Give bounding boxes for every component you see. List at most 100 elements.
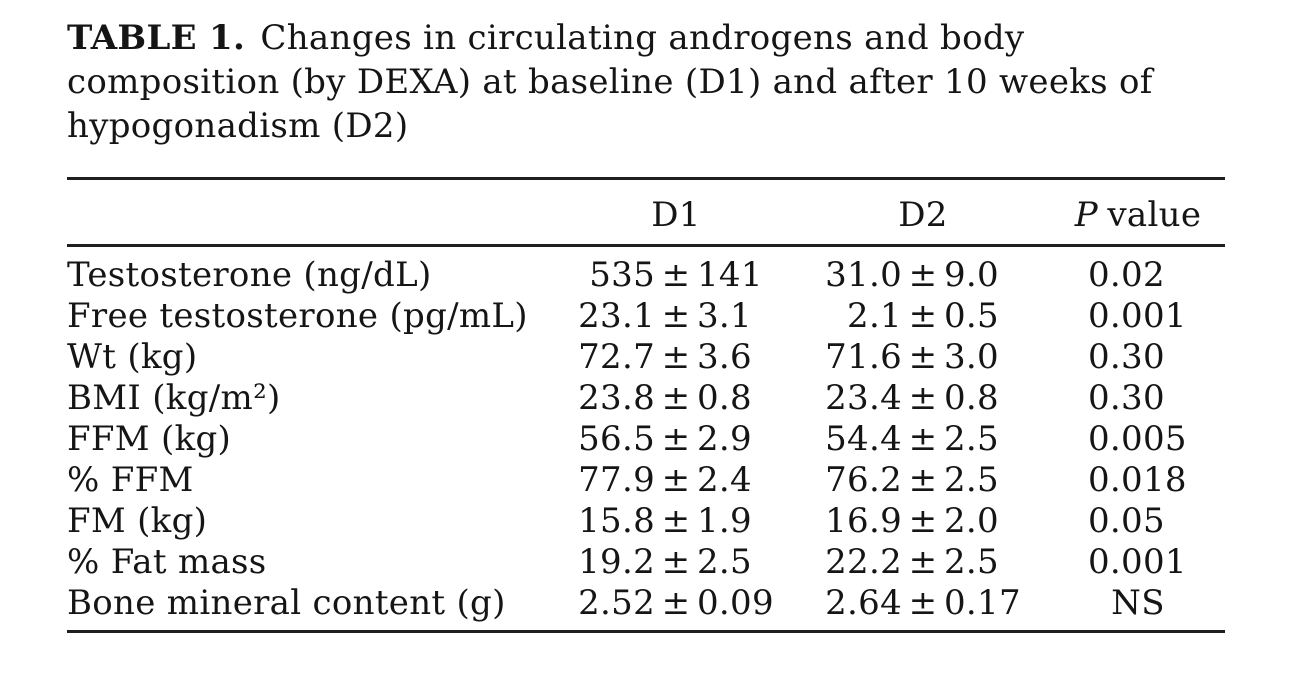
plus-minus-sign: ± (908, 336, 938, 377)
d1-sd: 2.4 (697, 459, 752, 500)
pvalue: 0.001 (1088, 541, 1187, 582)
d1-mean: 535 (589, 254, 655, 295)
pvalue: 0.018 (1088, 459, 1187, 500)
d2-sd: 2.0 (944, 500, 999, 541)
d2-sd: 2.5 (944, 459, 999, 500)
d1-mean: 72.7 (578, 336, 655, 377)
row-label: % Fat mass (67, 541, 267, 582)
plus-minus-sign: ± (661, 541, 691, 582)
d2-value-cell: 2.1 ±0.5 (795, 295, 1051, 336)
plus-minus-sign: ± (661, 418, 691, 459)
table-row: % FFM 77.9 ±2.4 76.2 ±2.5 0.018 (67, 459, 1225, 500)
caption-line-3: hypogonadism (D2) (67, 106, 409, 146)
d1-mean: 23.8 (578, 377, 655, 418)
pvalue-cell: 0.001 (1051, 541, 1225, 582)
d1-mean: 15.8 (578, 500, 655, 541)
pvalue: NS (1111, 582, 1165, 623)
d2-value-cell: 76.2 ±2.5 (795, 459, 1051, 500)
table-row: Bone mineral content (g) 2.52 ±0.09 2.64 ±… (67, 582, 1225, 630)
d2-mean: 16.9 (825, 500, 902, 541)
row-label: FFM (kg) (67, 418, 232, 459)
d2-mean: 54.4 (825, 418, 902, 459)
table-row: Free testosterone (pg/mL) 23.1 ±3.1 2.1 ±0… (67, 295, 1225, 336)
pvalue-cell: 0.001 (1051, 295, 1225, 336)
pvalue-cell: NS (1051, 582, 1225, 630)
d1-value-cell: 23.1 ±3.1 (557, 295, 795, 336)
plus-minus-sign: ± (661, 295, 691, 336)
d1-mean: 19.2 (578, 541, 655, 582)
d1-mean: 77.9 (578, 459, 655, 500)
table-row: FM (kg) 15.8 ±1.9 16.9 ±2.0 0.05 (67, 500, 1225, 541)
table-number-label: TABLE 1. (67, 18, 246, 58)
d2-sd: 2.5 (944, 541, 999, 582)
column-header-d2: D2 (795, 180, 1051, 247)
d1-sd: 3.6 (697, 336, 752, 377)
pvalue-cell: 0.018 (1051, 459, 1225, 500)
row-label: % FFM (67, 459, 194, 500)
d1-value-cell: 23.8 ±0.8 (557, 377, 795, 418)
pvalue-cell: 0.30 (1051, 377, 1225, 418)
caption-line-2: composition (by DEXA) at baseline (D1) a… (67, 62, 1153, 102)
d2-sd: 2.5 (944, 418, 999, 459)
table-row: BMI (kg/m²) 23.8 ±0.8 23.4 ±0.8 0.30 (67, 377, 1225, 418)
plus-minus-sign: ± (908, 500, 938, 541)
row-label: Testosterone (ng/dL) (67, 254, 432, 295)
d2-value-cell: 54.4 ±2.5 (795, 418, 1051, 459)
d1-sd: 0.8 (697, 377, 752, 418)
row-label: Bone mineral content (g) (67, 582, 506, 623)
plus-minus-sign: ± (661, 500, 691, 541)
pvalue: 0.02 (1088, 254, 1165, 295)
pvalue: 0.05 (1088, 500, 1165, 541)
plus-minus-sign: ± (661, 377, 691, 418)
d2-mean: 71.6 (825, 336, 902, 377)
table-row: % Fat mass 19.2 ±2.5 22.2 ±2.5 0.001 (67, 541, 1225, 582)
row-label: BMI (kg/m²) (67, 377, 281, 418)
pvalue: 0.30 (1088, 336, 1165, 377)
pvalue-cell: 0.30 (1051, 336, 1225, 377)
d2-mean: 22.2 (825, 541, 902, 582)
table-body: Testosterone (ng/dL) 535 ±141 31.0 ±9.0 0.… (67, 246, 1225, 631)
plus-minus-sign: ± (908, 377, 938, 418)
d2-mean: 2.1 (847, 295, 902, 336)
pvalue-cell: 0.02 (1051, 246, 1225, 296)
plus-minus-sign: ± (661, 459, 691, 500)
d2-sd: 3.0 (944, 336, 999, 377)
d2-mean: 2.64 (825, 582, 902, 623)
d2-value-cell: 23.4 ±0.8 (795, 377, 1051, 418)
table-row: Testosterone (ng/dL) 535 ±141 31.0 ±9.0 0.… (67, 246, 1225, 296)
pvalue: 0.005 (1088, 418, 1187, 459)
d1-sd: 1.9 (697, 500, 752, 541)
d1-value-cell: 77.9 ±2.4 (557, 459, 795, 500)
d1-value-cell: 2.52 ±0.09 (557, 582, 795, 630)
plus-minus-sign: ± (908, 541, 938, 582)
d1-mean: 23.1 (578, 295, 655, 336)
plus-minus-sign: ± (908, 582, 938, 623)
plus-minus-sign: ± (661, 582, 691, 623)
d1-value-cell: 535 ±141 (557, 246, 795, 296)
plus-minus-sign: ± (661, 336, 691, 377)
d2-sd: 0.5 (944, 295, 999, 336)
plus-minus-sign: ± (908, 295, 938, 336)
d1-mean: 2.52 (578, 582, 655, 623)
d2-value-cell: 22.2 ±2.5 (795, 541, 1051, 582)
d2-value-cell: 31.0 ±9.0 (795, 246, 1051, 296)
column-header-stub (67, 180, 557, 247)
d1-value-cell: 15.8 ±1.9 (557, 500, 795, 541)
d1-sd: 0.09 (697, 582, 774, 623)
d2-mean: 23.4 (825, 377, 902, 418)
d2-sd: 9.0 (944, 254, 999, 295)
row-label: FM (kg) (67, 500, 208, 541)
table-row: FFM (kg) 56.5 ±2.9 54.4 ±2.5 0.005 (67, 418, 1225, 459)
d1-value-cell: 72.7 ±3.6 (557, 336, 795, 377)
d1-sd: 2.5 (697, 541, 752, 582)
d1-mean: 56.5 (578, 418, 655, 459)
d2-value-cell: 2.64 ±0.17 (795, 582, 1051, 630)
pvalue-header-symbol: P (1074, 195, 1098, 235)
plus-minus-sign: ± (908, 254, 938, 295)
d1-value-cell: 19.2 ±2.5 (557, 541, 795, 582)
